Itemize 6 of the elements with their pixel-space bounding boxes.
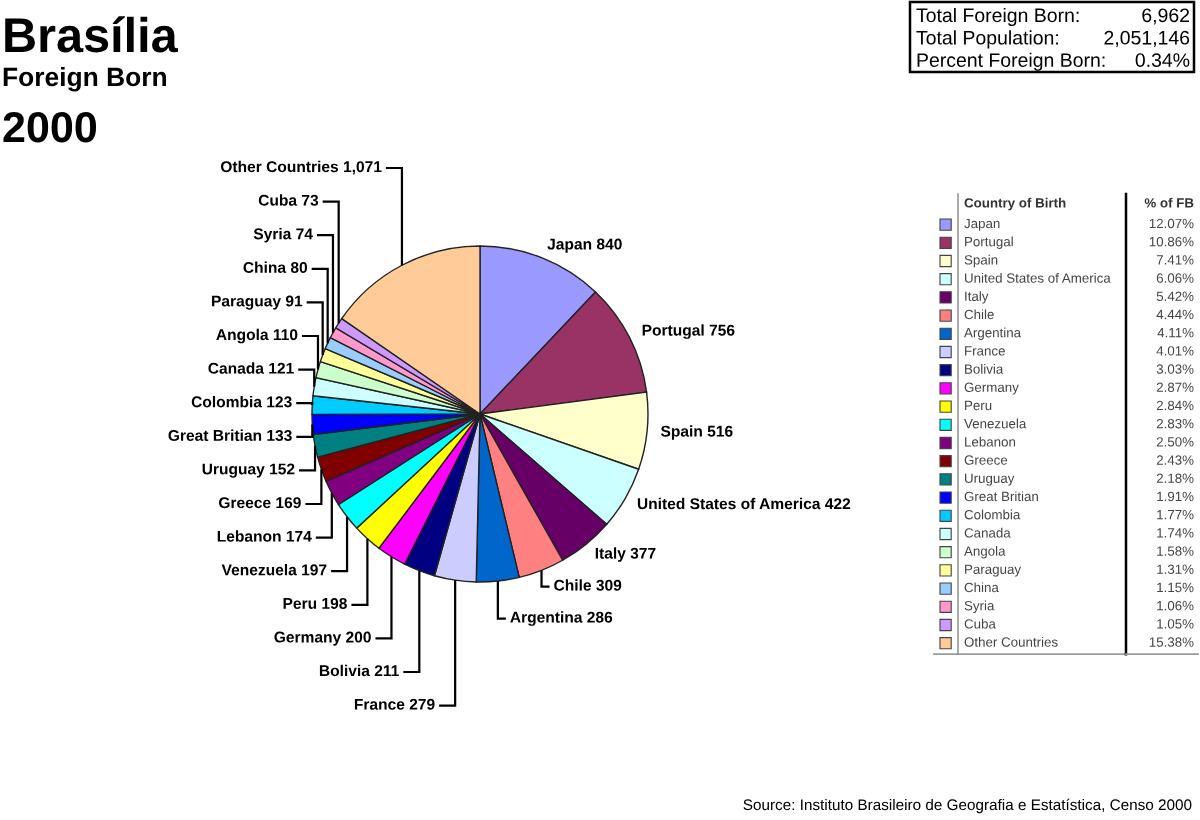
text: Percent Foreign Born: 0.34% bbox=[917, 52, 1190, 71]
text: Foreign Born bbox=[3, 66, 167, 92]
chart-title: Brasília bbox=[5, 16, 178, 53]
text: Total Population: 2,051,146 bbox=[916, 30, 1190, 49]
text: 2000 bbox=[3, 111, 97, 143]
text: Total Foreign Born: 6,962 bbox=[916, 7, 1190, 27]
